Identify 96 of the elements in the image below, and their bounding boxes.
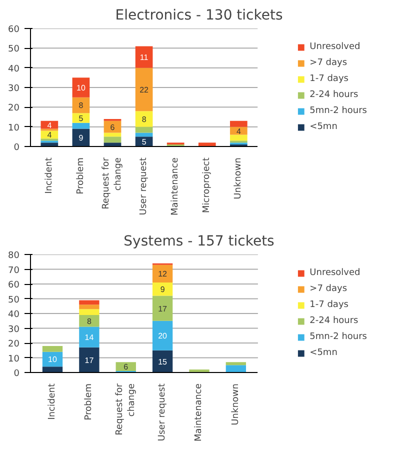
bar (152, 264, 173, 283)
y-tick-label: 10 (8, 123, 20, 134)
bar (79, 326, 100, 348)
x-tick-label: Unknown (230, 384, 241, 426)
x-tick-label: Request for change (102, 157, 124, 210)
bar (230, 134, 248, 141)
x-tick-label: Maintenance (170, 157, 181, 216)
x-tick-label: Incident (44, 157, 54, 194)
y-tick-label: 20 (8, 340, 20, 350)
data-label: 4 (47, 130, 52, 140)
legend-label: <5mn (310, 122, 338, 132)
y-tick-label: 0 (14, 143, 20, 153)
bar (42, 346, 63, 352)
y-tick-label: 50 (8, 44, 20, 55)
y-tick-label: 30 (8, 84, 20, 94)
data-label: 9 (78, 134, 84, 143)
bar (116, 362, 136, 372)
data-label: 8 (86, 316, 92, 326)
y-tick-label: 50 (8, 295, 20, 306)
bar (104, 136, 122, 143)
x-tick-label: Microproject (202, 157, 212, 213)
bar (135, 132, 153, 137)
legend-label: 5mn-2 hours (310, 106, 367, 116)
data-label: 5 (78, 114, 84, 123)
data-label: 20 (158, 332, 168, 341)
data-label: 12 (158, 270, 168, 279)
legend-label: >7 days (310, 58, 348, 68)
bar (79, 300, 100, 305)
data-label: 4 (236, 126, 242, 136)
bar (42, 366, 63, 372)
bar (72, 97, 90, 114)
legend-label: 5mn-2 hours (310, 332, 367, 342)
legend-label: Unresolved (310, 268, 360, 278)
y-tick-label: 20 (8, 104, 20, 114)
bar (135, 68, 153, 112)
bar (40, 120, 58, 129)
x-tick-label: Request for change (114, 383, 137, 436)
bar (152, 350, 173, 372)
bar (152, 282, 173, 296)
bar (72, 113, 90, 123)
data-label: 6 (124, 362, 129, 372)
y-tick-label: 60 (8, 280, 20, 290)
legend-label: >7 days (310, 284, 348, 294)
y-tick-label: 40 (8, 64, 20, 74)
x-tick-label: Problem (76, 158, 86, 194)
bar (135, 111, 153, 127)
legend-label: 1-7 days (310, 300, 348, 310)
data-label: 17 (84, 356, 94, 365)
data-label: 5 (142, 138, 147, 147)
data-label: 17 (158, 304, 168, 314)
bar (72, 122, 90, 129)
data-label: 8 (78, 101, 84, 110)
bar (152, 296, 173, 321)
data-label: 9 (160, 285, 166, 294)
legend-label: 2-24 hours (310, 316, 358, 326)
bar (79, 314, 100, 327)
x-tick-label: User request (139, 157, 150, 216)
x-tick-label: Incident (48, 383, 58, 420)
data-label: 6 (110, 122, 116, 132)
x-tick-label: Problem (84, 384, 94, 420)
legend-label: <5mn (310, 348, 338, 358)
bar (79, 304, 100, 310)
chart-title: Electronics - 130 tickets (115, 8, 283, 24)
data-label: 22 (140, 85, 150, 94)
y-tick-label: 40 (8, 310, 20, 320)
data-label: 8 (142, 114, 147, 124)
bar (135, 126, 153, 133)
y-tick-label: 30 (8, 324, 20, 335)
y-tick-label: 0 (14, 369, 20, 379)
legend-label: 1-7 days (310, 74, 348, 84)
legend-label: 2-24 hours (310, 90, 358, 100)
bar (135, 46, 153, 68)
data-label: 14 (84, 333, 94, 342)
x-tick-label: User request (158, 383, 168, 442)
bar (79, 309, 100, 315)
legend-label: Unresolved (310, 42, 360, 52)
bar (226, 365, 246, 372)
y-tick-label: 10 (8, 354, 20, 364)
bar (198, 142, 216, 146)
data-label: 10 (48, 355, 58, 364)
bar (72, 78, 90, 98)
bar (226, 362, 246, 366)
y-tick-label: 70 (8, 266, 20, 276)
x-tick-label: Maintenance (194, 383, 204, 442)
chart-title: Systems - 157 tickets (124, 234, 274, 250)
bar (104, 132, 122, 137)
x-tick-label: Unknown (234, 158, 244, 200)
data-label: 15 (158, 357, 168, 366)
y-tick-label: 60 (8, 25, 20, 35)
y-tick-label: 80 (8, 251, 20, 261)
bar (79, 347, 100, 372)
data-label: 10 (76, 84, 86, 92)
data-label: 4 (47, 120, 52, 130)
bar (230, 120, 248, 127)
bar (152, 320, 173, 350)
data-label: 11 (140, 53, 149, 62)
